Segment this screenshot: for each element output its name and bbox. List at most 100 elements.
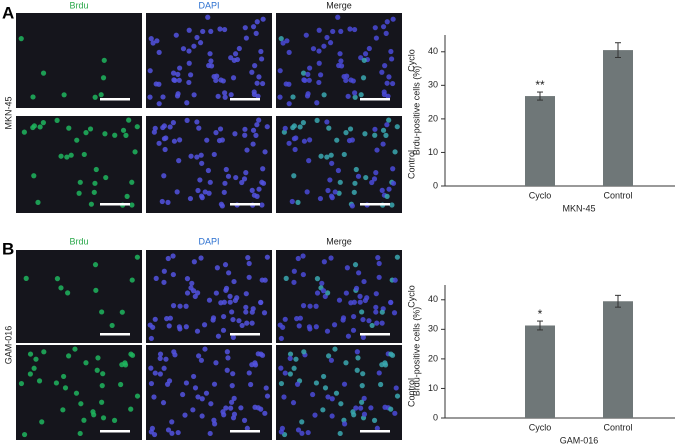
nucleus [72,346,78,352]
nucleus [386,74,392,80]
nucleus [40,120,46,126]
nucleus [207,51,213,57]
nucleus [296,323,302,329]
nucleus [166,323,172,329]
nucleus [191,43,197,49]
nucleus [129,179,135,185]
nucleus [250,127,257,133]
nucleus [160,94,166,100]
nucleus [88,201,94,207]
nucleus [21,129,27,135]
nucleus [177,137,183,143]
scale-bar [100,203,130,206]
nucleus [361,57,367,63]
nucleus [210,317,216,323]
nucleus [37,124,43,130]
nucleus [391,310,398,316]
nucleus [243,291,249,297]
nucleus [384,193,390,199]
nucleus [253,132,259,138]
nucleus [226,270,232,276]
nucleus [66,125,72,131]
nucleus [208,28,214,35]
x-tick-label: Cyclo [529,422,552,432]
nucleus [291,173,297,179]
nucleus [313,380,320,386]
nucleus [205,14,211,20]
nucleus [352,180,358,186]
nucleus [31,365,37,371]
nucleus [384,19,390,25]
nucleus [122,362,129,368]
nucleus [371,176,378,182]
nucleus [169,419,175,425]
bar [525,325,555,418]
nucleus [352,26,358,33]
nucleus [221,189,227,195]
nucleus [326,353,332,359]
nucleus [394,254,400,260]
nucleus [148,365,154,371]
nucleus [244,320,250,326]
nucleus [354,349,360,355]
significance-mark: * [538,307,543,321]
nucleus [54,117,60,123]
nucleus [368,405,374,411]
nucleus [95,355,101,361]
nucleus [338,401,344,407]
nucleus [233,174,239,181]
nucleus [66,353,72,359]
nucleus [81,151,87,158]
nucleus [360,75,367,81]
nucleus [249,69,255,75]
nucleus [231,411,238,417]
nucleus [381,89,387,95]
nucleus [239,179,245,186]
scale-bar [360,430,390,433]
nucleus [328,255,334,261]
nucleus [192,385,199,391]
nucleus [252,63,258,69]
y-axis-label: Brdu-positive cells (%) [411,66,421,156]
nucleus [256,117,262,123]
nucleus [102,131,108,137]
nucleus [394,124,400,130]
nucleus [345,333,352,339]
nucleus [278,380,285,387]
nucleus [222,90,228,96]
nucleus [184,290,191,296]
micrograph [16,116,142,213]
nucleus [176,158,182,164]
nucleus [372,25,378,31]
nucleus [83,129,89,136]
nucleus [212,421,218,427]
nucleus [305,429,311,436]
nucleus [316,79,322,86]
scale-bar [230,430,260,433]
nucleus [161,365,167,371]
nucleus [290,400,297,406]
nucleus [379,362,385,368]
nucleus [322,385,329,391]
nucleus [280,324,286,330]
nucleus [126,117,132,123]
nucleus [103,174,109,181]
nucleus [188,153,194,159]
nucleus [201,322,208,328]
nucleus [300,253,306,259]
nucleus [353,166,359,173]
nucleus [94,367,100,373]
y-axis-label: Brdu-positive cells (%) [411,307,421,397]
nucleus [264,124,270,130]
nucleus [313,303,319,309]
nucleus [148,335,154,342]
nucleus [198,357,205,363]
nucleus [251,89,257,95]
nucleus [167,124,173,130]
nucleus [393,385,399,391]
nucleus [132,149,138,155]
nucleus [389,56,395,62]
nucleus [223,285,230,291]
nucleus [264,254,270,260]
cell-line-label: MKN-45 [3,96,13,129]
